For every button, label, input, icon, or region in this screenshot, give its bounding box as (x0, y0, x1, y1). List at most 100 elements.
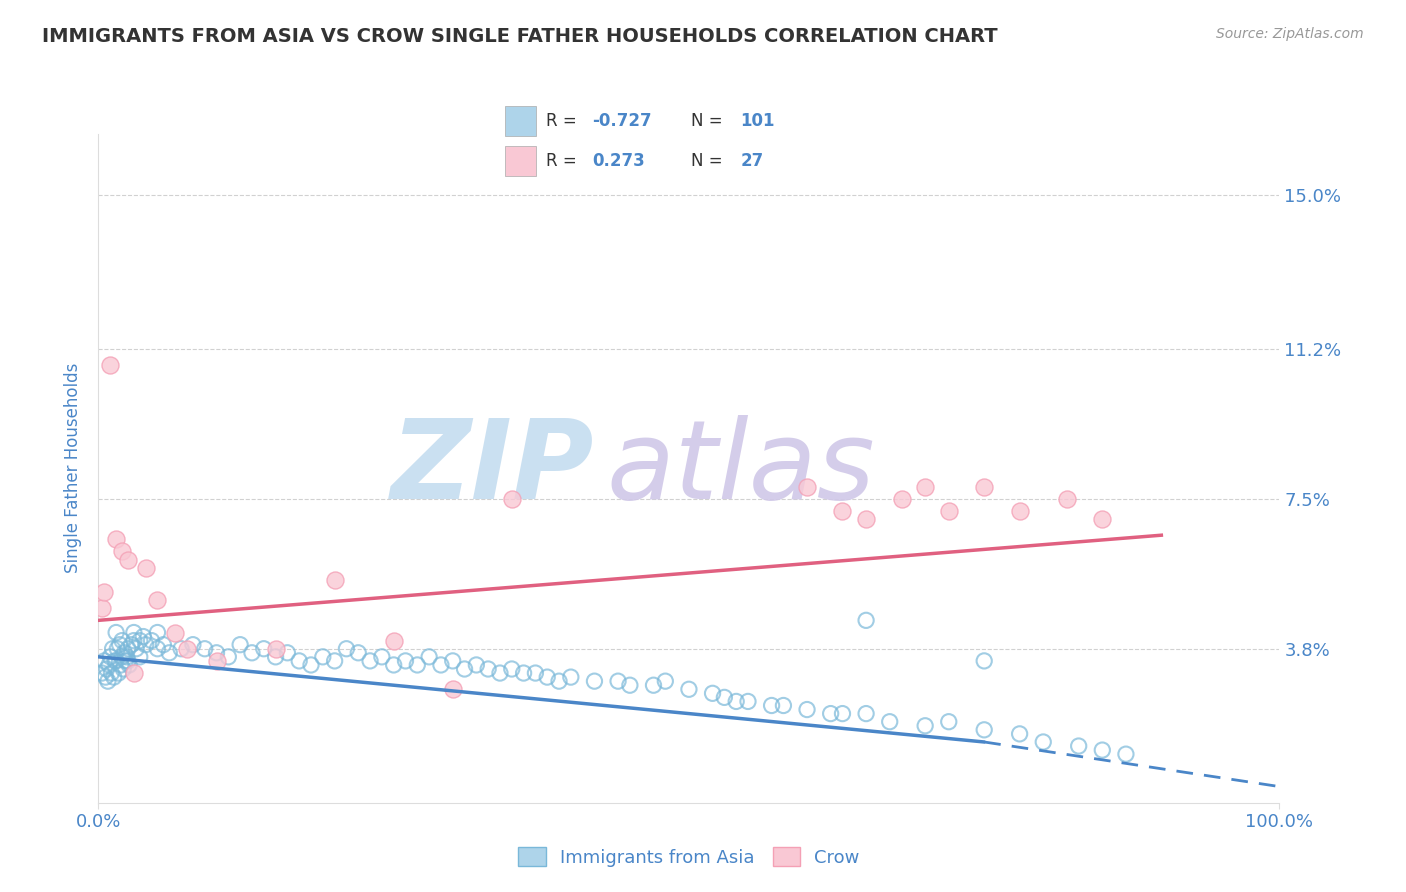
Text: N =: N = (690, 152, 723, 169)
Point (117, 552, 139, 566)
Point (97, 674, 120, 689)
Point (1008, 727, 1031, 741)
Point (394, 654, 416, 668)
Point (100, 666, 122, 681)
Point (264, 649, 287, 664)
Point (93, 654, 115, 668)
Point (101, 641, 124, 656)
Point (94, 670, 117, 684)
Point (122, 625, 145, 640)
Point (477, 662, 499, 676)
Point (501, 662, 523, 676)
Point (465, 657, 488, 672)
Point (855, 512, 877, 526)
Point (548, 674, 571, 689)
Text: R =: R = (546, 152, 576, 169)
Point (453, 662, 475, 676)
Point (512, 666, 534, 681)
FancyBboxPatch shape (505, 106, 536, 136)
Point (536, 670, 558, 684)
Point (335, 641, 357, 656)
Point (107, 666, 129, 681)
Text: 0.273: 0.273 (592, 152, 645, 169)
Point (938, 504, 960, 518)
Point (104, 654, 127, 668)
Point (702, 686, 724, 700)
Point (91, 601, 114, 615)
Text: atlas: atlas (606, 415, 875, 522)
Point (643, 678, 665, 692)
Point (96, 662, 118, 676)
Point (91, 666, 114, 681)
Point (406, 657, 429, 672)
Point (1067, 739, 1090, 753)
Point (146, 625, 169, 640)
Point (973, 479, 995, 493)
Text: 101: 101 (741, 112, 775, 130)
Point (103, 670, 125, 684)
Text: 27: 27 (741, 152, 763, 169)
Point (914, 479, 936, 493)
Point (382, 657, 405, 672)
Point (128, 649, 150, 664)
Point (135, 560, 157, 574)
Point (205, 654, 228, 668)
Point (501, 491, 523, 506)
Point (382, 633, 405, 648)
Text: IMMIGRANTS FROM ASIA VS CROW SINGLE FATHER HOUSEHOLDS CORRELATION CHART: IMMIGRANTS FROM ASIA VS CROW SINGLE FATH… (42, 27, 998, 45)
Point (1056, 491, 1078, 506)
Point (122, 633, 145, 648)
Point (855, 706, 877, 721)
Text: ZIP: ZIP (391, 415, 595, 522)
Point (831, 504, 853, 518)
Text: Source: ZipAtlas.com: Source: ZipAtlas.com (1216, 27, 1364, 41)
Point (441, 682, 464, 697)
Point (118, 657, 141, 672)
Point (98, 649, 121, 664)
Point (121, 638, 143, 652)
Point (115, 649, 138, 664)
Point (855, 613, 877, 627)
Point (583, 674, 606, 689)
Point (108, 638, 131, 652)
Point (619, 678, 641, 692)
Point (240, 646, 263, 660)
Point (128, 633, 150, 648)
Point (98, 358, 121, 372)
Point (772, 698, 794, 713)
Point (264, 641, 287, 656)
Point (430, 657, 453, 672)
Point (973, 723, 995, 737)
Point (111, 544, 134, 558)
Point (489, 666, 512, 681)
Point (146, 593, 169, 607)
Point (371, 649, 394, 664)
Point (229, 638, 252, 652)
Point (276, 646, 298, 660)
Point (117, 641, 139, 656)
Point (299, 657, 322, 672)
Point (725, 694, 748, 708)
Point (111, 633, 134, 648)
Point (141, 633, 163, 648)
Y-axis label: Single Father Households: Single Father Households (63, 363, 82, 574)
Point (1091, 743, 1114, 757)
Point (1008, 504, 1031, 518)
Point (938, 714, 960, 729)
Point (323, 654, 346, 668)
Point (441, 654, 464, 668)
Point (194, 641, 217, 656)
Text: N =: N = (690, 112, 723, 130)
Point (165, 625, 187, 640)
Point (312, 649, 335, 664)
Point (347, 646, 370, 660)
Point (607, 674, 630, 689)
Point (205, 646, 228, 660)
Point (105, 654, 128, 668)
Point (796, 479, 818, 493)
Point (560, 670, 582, 684)
Point (796, 702, 818, 716)
Point (135, 638, 157, 652)
Point (93, 585, 115, 599)
Point (973, 654, 995, 668)
